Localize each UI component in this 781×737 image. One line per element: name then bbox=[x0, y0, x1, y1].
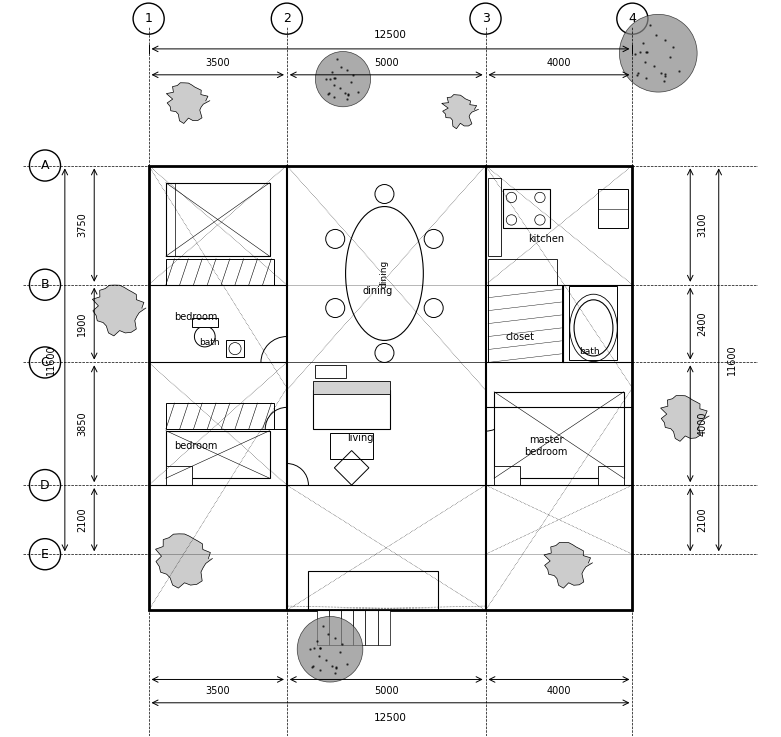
Text: 3850: 3850 bbox=[77, 411, 87, 436]
Text: 12500: 12500 bbox=[374, 30, 407, 41]
Text: 4: 4 bbox=[629, 13, 637, 25]
Bar bbox=[166, 403, 274, 429]
Ellipse shape bbox=[326, 298, 344, 318]
Ellipse shape bbox=[424, 229, 443, 248]
Bar bbox=[353, 610, 366, 645]
Bar bbox=[316, 365, 345, 378]
Text: dining: dining bbox=[380, 259, 389, 287]
Text: kitchen: kitchen bbox=[528, 234, 564, 244]
Bar bbox=[503, 189, 551, 228]
Text: bath: bath bbox=[579, 346, 600, 356]
Circle shape bbox=[194, 326, 215, 347]
Bar bbox=[317, 610, 329, 645]
Text: A: A bbox=[41, 159, 49, 172]
Text: 2: 2 bbox=[283, 13, 291, 25]
Bar bbox=[569, 287, 617, 360]
Text: 4000: 4000 bbox=[547, 58, 571, 68]
Text: D: D bbox=[40, 478, 50, 492]
Ellipse shape bbox=[326, 229, 344, 248]
Circle shape bbox=[619, 14, 697, 92]
Circle shape bbox=[298, 616, 363, 682]
Polygon shape bbox=[544, 542, 593, 588]
Text: 2100: 2100 bbox=[697, 507, 707, 532]
Polygon shape bbox=[661, 396, 709, 441]
Bar bbox=[192, 318, 218, 327]
Bar bbox=[166, 466, 192, 485]
Ellipse shape bbox=[574, 300, 613, 356]
Ellipse shape bbox=[375, 343, 394, 363]
Text: dining: dining bbox=[362, 286, 393, 296]
Bar bbox=[597, 189, 628, 228]
Ellipse shape bbox=[375, 184, 394, 203]
Ellipse shape bbox=[424, 298, 443, 318]
Text: 3: 3 bbox=[482, 13, 490, 25]
Bar bbox=[148, 166, 633, 610]
Text: bedroom: bedroom bbox=[174, 312, 218, 321]
Text: 5000: 5000 bbox=[374, 686, 398, 696]
Bar bbox=[488, 284, 562, 363]
Text: 3500: 3500 bbox=[205, 58, 230, 68]
Polygon shape bbox=[155, 534, 212, 588]
Bar bbox=[308, 571, 438, 610]
Text: 4000: 4000 bbox=[697, 411, 707, 436]
Text: E: E bbox=[41, 548, 49, 561]
Text: 11600: 11600 bbox=[46, 345, 56, 375]
Bar bbox=[329, 610, 341, 645]
Bar bbox=[597, 466, 624, 485]
Text: C: C bbox=[41, 356, 49, 369]
Polygon shape bbox=[442, 94, 479, 129]
Bar bbox=[377, 610, 390, 645]
Bar bbox=[488, 259, 557, 284]
Polygon shape bbox=[166, 83, 210, 124]
Text: 2400: 2400 bbox=[697, 311, 707, 336]
Polygon shape bbox=[92, 285, 146, 336]
Text: bedroom: bedroom bbox=[174, 441, 218, 451]
Text: 3750: 3750 bbox=[77, 213, 87, 237]
Bar bbox=[488, 178, 501, 256]
Text: 1900: 1900 bbox=[77, 311, 87, 336]
Text: closet: closet bbox=[505, 332, 534, 341]
Bar bbox=[166, 259, 274, 284]
Ellipse shape bbox=[345, 206, 423, 340]
Text: 3100: 3100 bbox=[697, 213, 707, 237]
Text: 2100: 2100 bbox=[77, 507, 87, 532]
Bar bbox=[312, 382, 390, 394]
Bar bbox=[341, 610, 353, 645]
Text: 4000: 4000 bbox=[547, 686, 571, 696]
Bar bbox=[366, 610, 377, 645]
Bar bbox=[226, 340, 244, 357]
Bar bbox=[494, 392, 624, 478]
Text: 5000: 5000 bbox=[374, 58, 398, 68]
Text: B: B bbox=[41, 278, 49, 291]
Text: living: living bbox=[347, 433, 373, 443]
Text: 1: 1 bbox=[144, 13, 152, 25]
Bar bbox=[330, 433, 373, 459]
Text: 3500: 3500 bbox=[205, 686, 230, 696]
Text: 11600: 11600 bbox=[727, 345, 737, 375]
Text: bath: bath bbox=[199, 338, 219, 347]
Bar bbox=[312, 390, 390, 429]
Circle shape bbox=[316, 52, 371, 107]
Text: master
bedroom: master bedroom bbox=[524, 436, 568, 457]
Bar bbox=[166, 183, 269, 256]
Text: 12500: 12500 bbox=[374, 713, 407, 723]
Bar bbox=[494, 466, 520, 485]
Bar bbox=[166, 430, 269, 478]
